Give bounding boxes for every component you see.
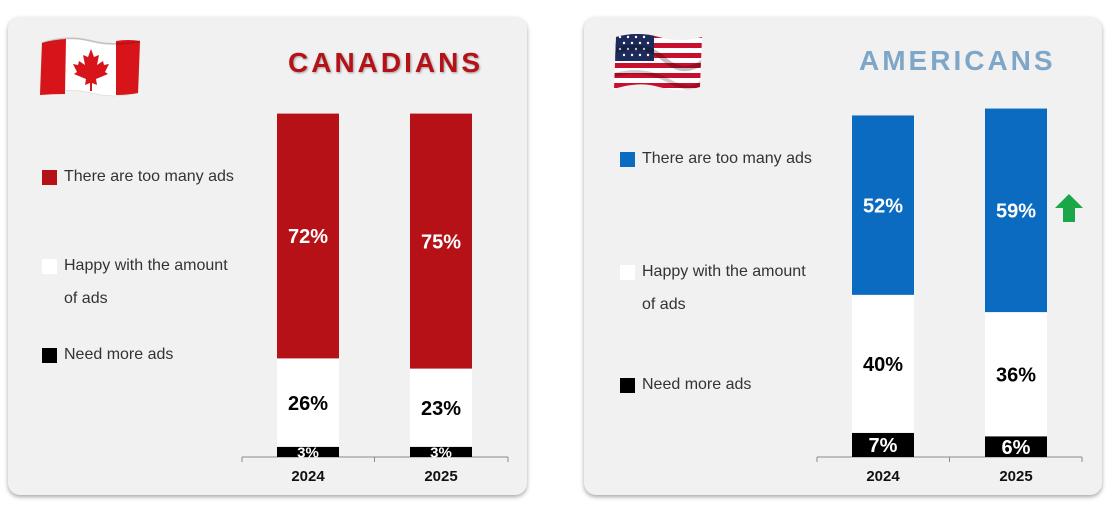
legend-swatch-too-many [42,170,57,185]
x-tick-label-2025: 2025 [999,468,1032,485]
bar-segment-2025-0 [985,108,1047,313]
bar-segment-2025-2 [985,436,1047,457]
bar-segment-2024-0 [277,113,339,359]
legend-swatch-happy [42,259,57,274]
data-label-2025-1: 36% [996,364,1036,386]
bar-segment-2025-1 [410,368,472,447]
legend-swatch-need-more [620,378,635,393]
canada-flag-icon [39,37,141,97]
data-label-2025-2: 6% [1002,437,1031,459]
legend-label: Happy with the amount [642,263,806,280]
legend-swatch-happy [620,265,635,280]
data-label-2025-0: 59% [996,201,1036,223]
x-tick-label-2024: 2024 [866,468,900,485]
x-tick-label-2025: 2025 [424,468,457,485]
data-label-2024-2: 7% [869,435,898,457]
usa-flag-icon [614,34,702,90]
canadians-panel: CANADIANS There are too many ads Happy w… [8,17,527,495]
data-label-2025-1: 23% [421,398,461,420]
canadians-bar-chart: 3% 26% 72% 2024 3% 23% 75% 2025 [241,113,509,485]
bar-segment-2025-2 [410,446,472,457]
legend-label: Happy with the amount [64,257,228,274]
data-label-2024-0: 72% [288,226,328,248]
data-label-2024-0: 52% [863,195,903,217]
bar-segment-2024-0 [852,115,914,295]
data-label-2024-1: 40% [863,354,903,376]
chart-title: CANADIANS [288,47,483,78]
legend-swatch-need-more [42,348,57,363]
legend-label: There are too many ads [642,150,812,167]
bar-segment-2024-1 [852,294,914,433]
x-tick-label-2024: 2024 [291,468,325,485]
bar-segment-2025-1 [985,312,1047,437]
bar-segment-2024-1 [277,358,339,447]
data-label-2025-0: 75% [421,231,461,253]
legend-label: Need more ads [64,346,174,363]
up-arrow-icon [1055,194,1083,222]
legend-label: of ads [642,296,686,313]
chart-title: AMERICANS [859,45,1056,76]
data-label-2024-2: 3% [297,444,319,461]
americans-bar-chart: 7% 40% 52% 2024 6% 36% 59% 2025 [816,108,1083,485]
data-label-2024-1: 26% [288,393,328,415]
bar-segment-2024-2 [852,432,914,457]
bar-segment-2025-0 [410,113,472,369]
data-label-2025-2: 3% [430,444,452,461]
americans-panel: AMERICANS There are too many ads Happy w… [584,17,1102,495]
legend-swatch-too-many [620,152,635,167]
bar-segment-2024-2 [277,446,339,457]
legend-label: There are too many ads [64,168,234,185]
legend-label: of ads [64,290,108,307]
legend-label: Need more ads [642,376,752,393]
